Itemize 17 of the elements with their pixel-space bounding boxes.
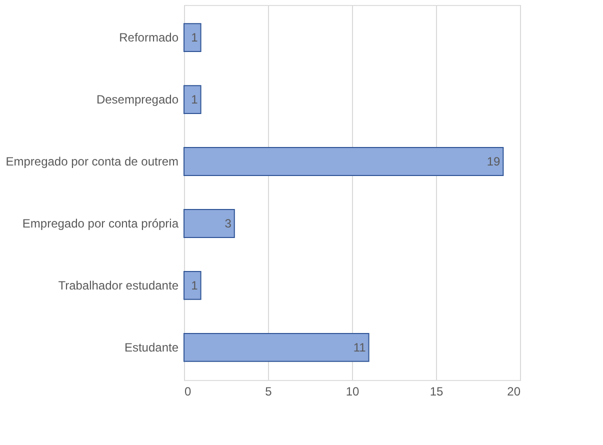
y-tick-label: Estudante	[124, 340, 179, 354]
y-tick-label: Trabalhador estudante	[58, 278, 179, 292]
data-label: 1	[191, 30, 198, 45]
data-label: 3	[224, 216, 232, 230]
x-tick-label: 15	[430, 384, 444, 398]
y-tick-label: Desempregado	[96, 92, 179, 107]
y-tick-label: Empregado por conta de outrem	[6, 154, 178, 169]
x-tick-label: 0	[184, 384, 192, 398]
data-label: 1	[191, 278, 198, 292]
y-tick-label: Reformado	[119, 30, 179, 45]
x-tick-label: 5	[265, 384, 272, 398]
data-label: 19	[486, 154, 501, 169]
x-tick-label: 20	[507, 384, 521, 398]
x-tick-label: 10	[346, 384, 360, 398]
y-tick-label: Empregado por conta própria	[22, 216, 179, 230]
data-label: 1	[191, 92, 198, 107]
data-label: 11	[353, 340, 366, 354]
